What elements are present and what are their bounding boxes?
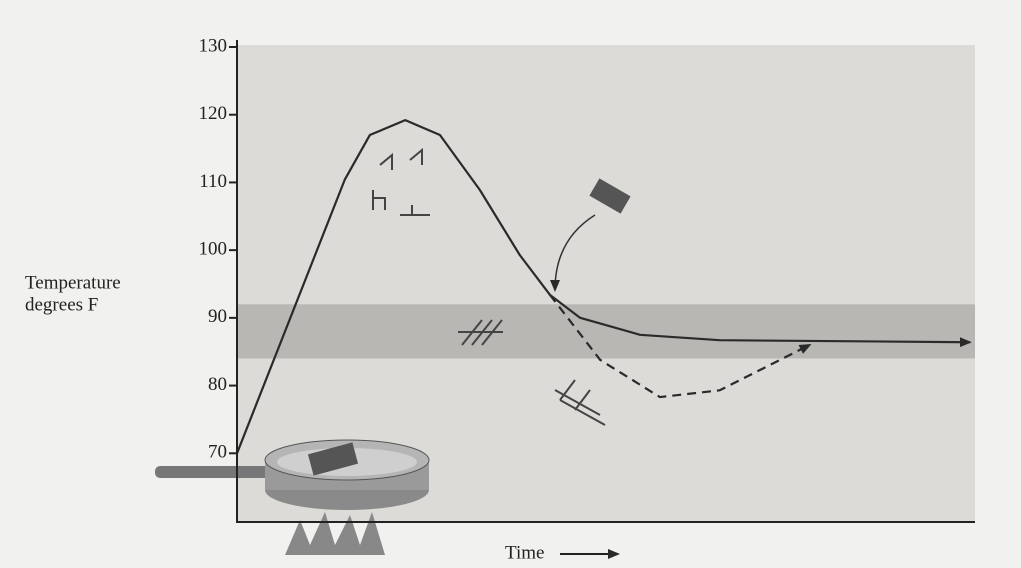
- tempering-band: [237, 304, 975, 358]
- y-tick-label: 120: [199, 103, 228, 124]
- chart: Temperature degrees F Time 70 80 90 100 110 1…: [0, 0, 1021, 568]
- y-tick-label: 130: [199, 35, 228, 56]
- y-tick-label: 100: [199, 239, 228, 260]
- pan-illustration: [155, 440, 429, 510]
- x-axis-label: Time: [505, 542, 544, 563]
- y-axis-label: degrees F: [25, 294, 98, 315]
- y-axis-label: Temperature: [25, 272, 121, 293]
- y-tick-label: 110: [199, 171, 227, 192]
- y-tick-label: 70: [208, 442, 227, 463]
- y-tick-label: 90: [208, 306, 227, 327]
- y-tick-label: 80: [208, 374, 227, 395]
- page: Temperature degrees F Time 70 80 90 100 110 1…: [0, 0, 1021, 568]
